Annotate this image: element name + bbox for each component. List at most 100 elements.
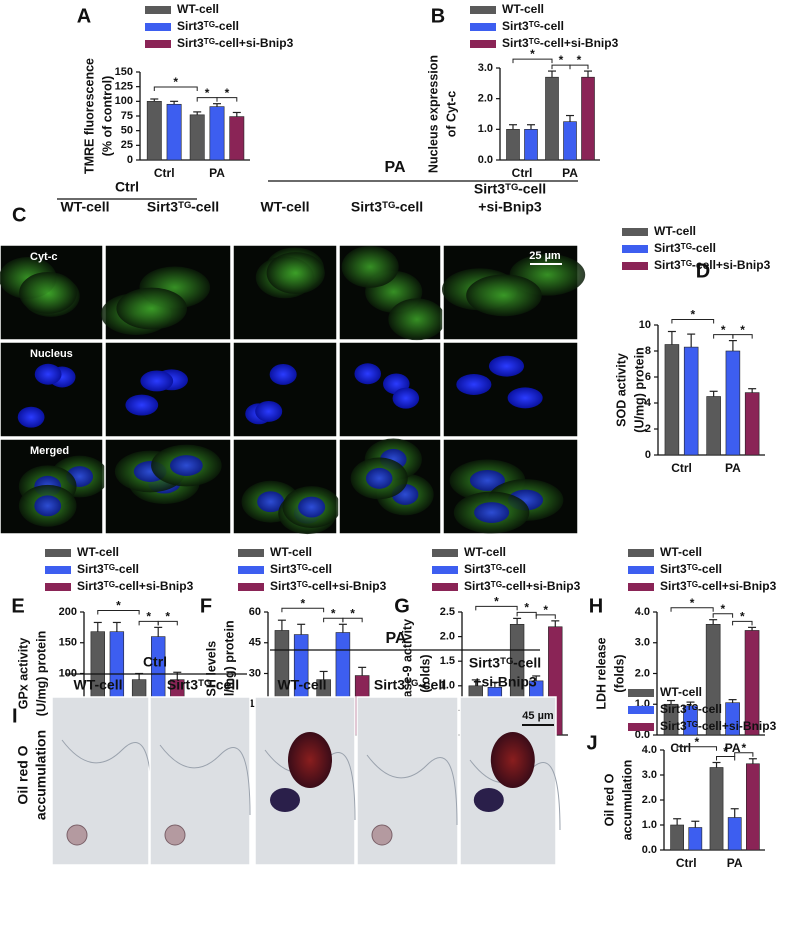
panel-letter: H [589,595,603,617]
bar [189,114,205,161]
significance-bracket [670,607,714,612]
y-tick-label: 2.0 [440,631,455,643]
micrograph [232,341,338,438]
significance-bracket [671,319,715,324]
significance-bracket [535,614,556,619]
y-tick-label: 1.0 [478,123,493,135]
bar [563,121,577,161]
scale-bar-label: 25 µm [529,250,561,262]
x-tick-label: PA [725,741,741,755]
x-tick-label: PA [727,856,743,870]
legend-label: Sirt3ᵀᴳ-cell+si-Bnip3 [660,579,777,593]
column-label: WT-cell [277,677,326,693]
bar [706,396,721,456]
legend-swatch [145,23,171,31]
legend-label: WT-cell [270,545,312,559]
cell-body [19,271,77,314]
cell-outline [366,754,458,826]
legend-swatch [470,40,496,48]
bar [688,827,703,851]
significance-bracket [734,752,754,757]
y-tick-label: 0 [127,154,133,166]
legend-swatch [145,6,171,14]
legend-label: WT-cell [464,545,506,559]
legend-label: Sirt3ᵀᴳ-cell [654,241,716,255]
row-label: Nucleus [30,348,73,360]
legend-swatch [45,549,71,557]
y-tick-label: 2 [645,423,651,435]
significance-label: * [524,601,529,615]
legend-label: WT-cell [502,2,544,16]
legend-label: WT-cell [654,224,696,238]
significance-label: * [494,595,499,609]
legend-swatch [238,549,264,557]
column-label: WT-cell [73,677,122,693]
micrograph [356,696,459,866]
significance-label: * [331,606,336,620]
y-axis-label: TMRE fluorescence [82,58,96,174]
legend-label: Sirt3ᵀᴳ-cell [77,562,139,576]
cell-outline [159,744,251,816]
legend-label: Sirt3ᵀᴳ-cell [177,19,239,33]
significance-bracket [732,334,753,339]
legend-swatch [238,583,264,591]
legend-label: WT-cell [177,2,219,16]
y-tick-label: 125 [115,81,133,93]
y-tick-label: 1.0 [440,680,455,692]
group-label: PA [385,630,406,647]
legend-swatch [238,566,264,574]
significance-bracket [97,609,140,615]
y-axis-label: (U/mg) protein [34,631,48,716]
y-tick-label: 50 [121,125,133,137]
legend-swatch [45,566,71,574]
legend-swatch [628,689,654,697]
y-tick-label: 2.0 [478,93,493,105]
legend-label: Sirt3ᵀᴳ-cell [270,562,332,576]
legend-swatch [432,566,458,574]
significance-label: * [721,602,726,616]
x-tick-label: Ctrl [512,166,533,180]
significance-label: * [721,323,726,337]
bar [670,824,684,851]
group-label: Ctrl [115,179,139,195]
bar [229,116,245,161]
significance-bracket [676,746,718,751]
legend-label: Sirt3ᵀᴳ-cell+si-Bnip3 [654,258,771,272]
nucleus [392,387,420,409]
significance-label: * [116,599,121,613]
cell-body [266,252,325,294]
significance-label: * [559,53,564,67]
nucleus [354,363,381,385]
panel-letter: A [77,5,91,27]
y-tick-label: 0.0 [478,154,493,166]
lipid-stain [270,788,300,812]
y-tick-label: 2.0 [642,794,657,806]
nucleus [456,374,492,395]
y-axis-label: Oil red O [602,773,616,826]
y-tick-label: 100 [115,95,133,107]
legend-swatch [622,228,648,236]
x-tick-label: Ctrl [671,461,692,475]
legend-swatch [628,723,654,731]
lipid-stain [288,732,332,788]
column-label: WT-cell [60,199,109,215]
nucleus [34,363,62,385]
cell-body [164,824,186,846]
cell-body [466,274,542,317]
significance-label: * [530,47,535,61]
x-tick-label: PA [209,166,225,180]
legend-label: Sirt3ᵀᴳ-cell+si-Bnip3 [464,579,581,593]
legend-label: Sirt3ᵀᴳ-cell+si-Bnip3 [660,719,777,733]
y-tick-label: 150 [115,66,133,78]
significance-label: * [577,53,582,67]
bar [744,392,760,456]
y-tick-label: 30 [249,667,261,679]
bar [506,129,520,161]
bar [709,767,724,851]
significance-label: * [543,603,548,617]
y-tick-label: 1.0 [642,819,657,831]
y-tick-label: 75 [121,110,133,122]
bar [524,129,538,161]
nucleus [474,502,510,523]
